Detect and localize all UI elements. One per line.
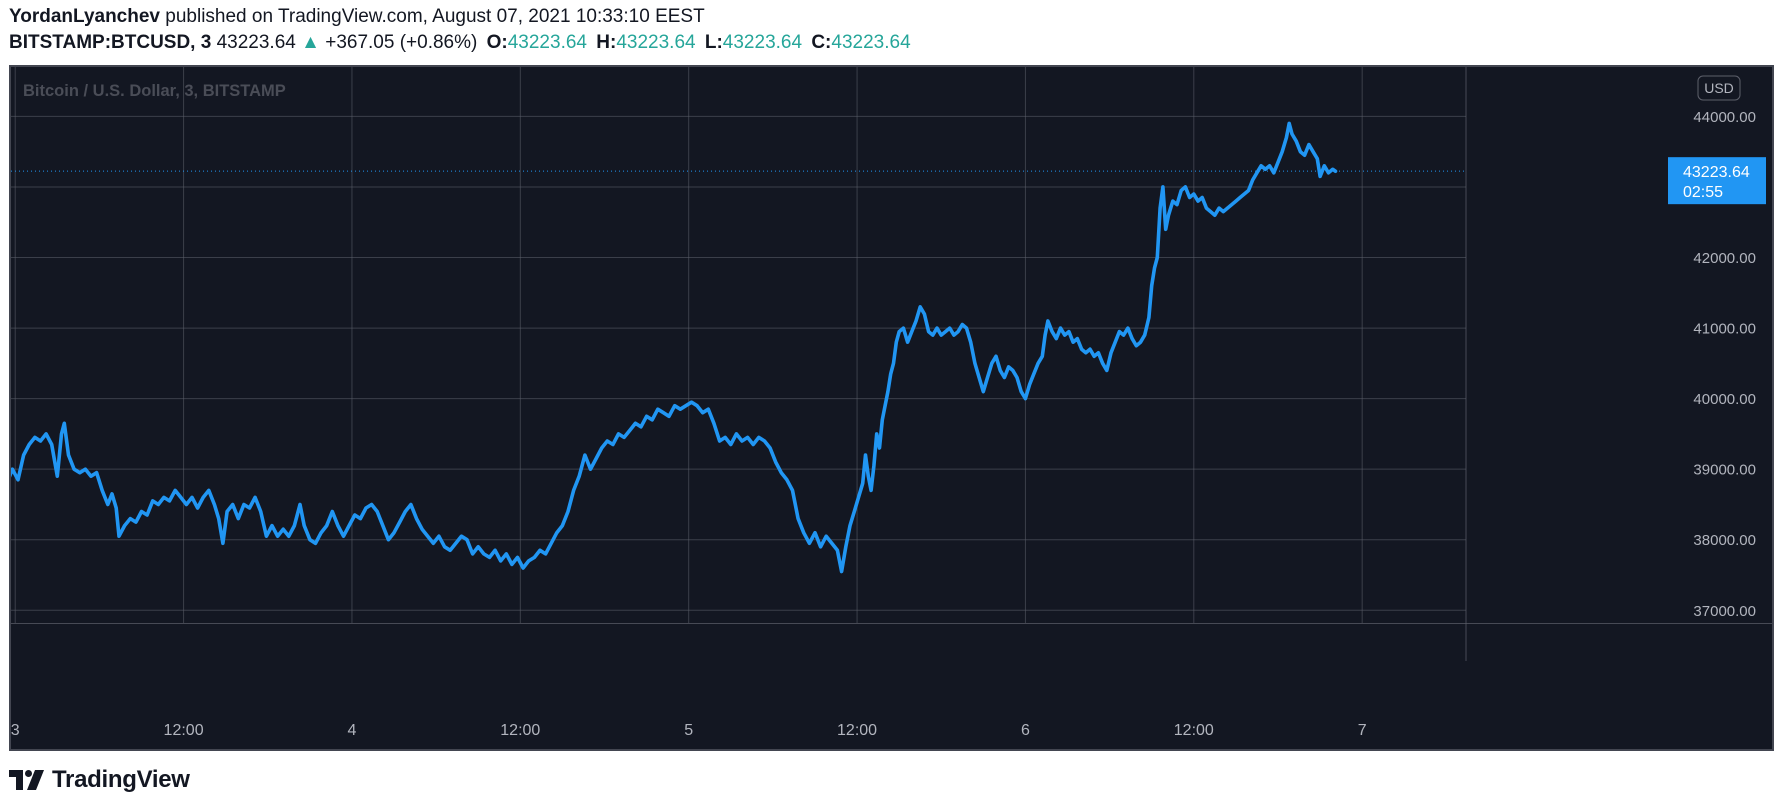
publish-details: published on TradingView.com, August 07,… xyxy=(165,6,705,27)
brand-name: TradingView xyxy=(52,766,190,793)
y-tick-label: 39000.00 xyxy=(1693,462,1756,479)
y-tick-label: 37000.00 xyxy=(1693,603,1756,620)
up-arrow-icon: ▲ xyxy=(301,32,320,53)
symbol-legend: BITSTAMP:BTCUSD, 3 43223.64 ▲ +367.05 (+… xyxy=(9,32,911,54)
tradingview-logo-icon xyxy=(9,770,44,790)
last-price-tag-value: 43223.64 xyxy=(1683,164,1750,181)
open-label: O: xyxy=(486,32,508,53)
x-tick-label[interactable]: 3 xyxy=(11,722,20,739)
x-tick-label[interactable]: 12:00 xyxy=(500,722,540,739)
high-value: 43223.64 xyxy=(616,32,696,53)
price-series-line xyxy=(11,121,1338,574)
x-tick-label[interactable]: 5 xyxy=(684,722,693,739)
x-tick-label[interactable]: 6 xyxy=(1021,722,1030,739)
y-tick-label: 41000.00 xyxy=(1693,321,1756,338)
low-label: L: xyxy=(704,32,723,53)
x-tick-label[interactable]: 12:00 xyxy=(837,722,877,739)
x-tick-label[interactable]: 12:00 xyxy=(1174,722,1214,739)
open-value: 43223.64 xyxy=(507,32,587,53)
chart-watermark: Bitcoin / U.S. Dollar, 3, BITSTAMP xyxy=(23,82,286,100)
price-change: +367.05 (+0.86%) xyxy=(325,32,478,53)
low-value: 43223.64 xyxy=(722,32,803,53)
current-price: 43223.64 xyxy=(216,32,296,53)
y-tick-label: 42000.00 xyxy=(1693,250,1756,267)
author-name[interactable]: YordanLyanchev xyxy=(9,6,160,27)
last-price-tag xyxy=(1668,157,1766,205)
x-tick-label[interactable]: 12:00 xyxy=(164,722,204,739)
x-tick-label[interactable]: 7 xyxy=(1358,722,1367,739)
brand[interactable]: TradingView xyxy=(9,766,190,794)
chart-frame[interactable] xyxy=(9,65,1774,751)
publish-info: YordanLyanchev published on TradingView.… xyxy=(9,6,705,28)
last-price-countdown: 02:55 xyxy=(1683,184,1723,201)
y-tick-label: 40000.00 xyxy=(1693,391,1756,408)
close-value: 43223.64 xyxy=(831,32,911,53)
high-label: H: xyxy=(596,32,617,53)
currency-button[interactable] xyxy=(1697,75,1741,101)
y-tick-label: 44000.00 xyxy=(1693,109,1756,126)
currency-button-label[interactable]: USD xyxy=(1704,80,1734,96)
x-tick-label[interactable]: 4 xyxy=(347,722,356,739)
symbol-name[interactable]: BITSTAMP:BTCUSD, 3 xyxy=(9,32,212,53)
close-label: C: xyxy=(811,32,832,53)
y-tick-label: 38000.00 xyxy=(1693,532,1756,549)
